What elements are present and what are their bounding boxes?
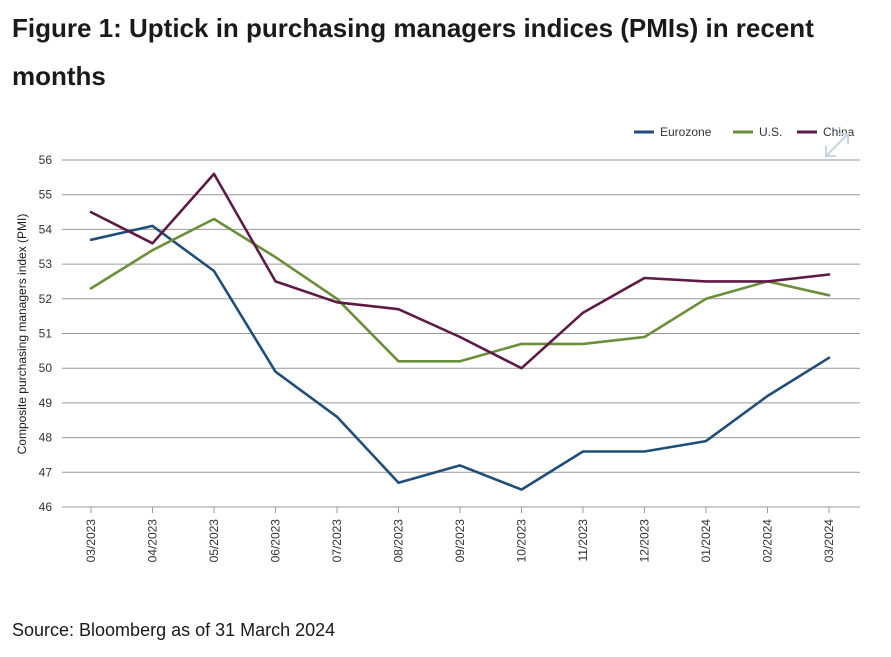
line-chart: 46 47 48 49 50 51 52 53 54 55 56 03/2023 04/2023 05/… — [15, 125, 860, 563]
series-line-eurozone — [89, 224, 831, 491]
y-tick-label: 49 — [39, 396, 53, 410]
x-tick-label: 01/2024 — [699, 519, 713, 563]
x-tick-label: 11/2023 — [576, 519, 590, 562]
y-tick-label: 51 — [39, 327, 53, 341]
y-tick-label: 50 — [39, 361, 53, 375]
y-tick-label: 56 — [39, 153, 53, 167]
x-tick-label: 12/2023 — [638, 519, 652, 563]
source-note: Source: Bloomberg as of 31 March 2024 — [12, 620, 336, 640]
x-tick-label: 02/2024 — [761, 519, 775, 563]
x-tick-label: 08/2023 — [392, 519, 406, 563]
figure-title: Figure 1: Uptick in purchasing managers … — [12, 13, 814, 91]
x-tick-label: 06/2023 — [269, 519, 283, 563]
x-tick-labels: 03/2023 04/2023 05/2023 06/2023 07/2023 08/20… — [84, 519, 836, 563]
y-tick-label: 54 — [39, 222, 53, 236]
expand-arrows-icon[interactable] — [825, 133, 849, 157]
y-tick-label: 48 — [39, 431, 53, 445]
series-line-china — [89, 172, 831, 370]
x-tick-label: 05/2023 — [207, 519, 221, 563]
legend-label-u-s: U.S. — [759, 125, 782, 139]
y-tick-label: 47 — [39, 465, 53, 479]
y-tick-label: 53 — [39, 257, 53, 271]
x-tick-label: 09/2023 — [453, 519, 467, 563]
y-axis-title: Composite purchasing managers index (PMI… — [15, 214, 29, 455]
x-tick-label: 07/2023 — [330, 519, 344, 563]
legend-label-china: China — [823, 125, 855, 139]
x-tick-label: 04/2023 — [146, 519, 160, 563]
y-tick-label: 46 — [39, 500, 53, 514]
gridlines — [62, 159, 860, 513]
series-lines — [89, 172, 831, 491]
x-tick-label: 10/2023 — [515, 519, 529, 563]
series-line-u-s — [89, 217, 831, 363]
y-tick-label: 55 — [39, 188, 53, 202]
legend: Eurozone U.S. China — [634, 125, 855, 139]
legend-label-eurozone: Eurozone — [660, 125, 712, 139]
x-tick-label: 03/2023 — [84, 519, 98, 563]
y-tick-label: 52 — [39, 292, 53, 306]
y-tick-labels: 46 47 48 49 50 51 52 53 54 55 56 — [39, 153, 53, 514]
x-tick-label: 03/2024 — [822, 519, 836, 563]
